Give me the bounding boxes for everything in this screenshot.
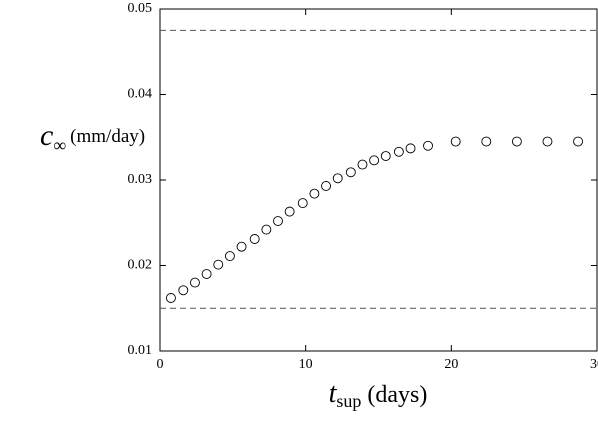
y-subscript: ∞ bbox=[53, 135, 66, 155]
data-point bbox=[573, 136, 584, 147]
data-point bbox=[357, 159, 368, 170]
x-symbol: t bbox=[329, 378, 338, 409]
data-point bbox=[190, 277, 200, 288]
y-axis-label: c∞ (mm/day) bbox=[40, 119, 145, 155]
y-tick-label: 0.04 bbox=[128, 87, 153, 102]
data-point bbox=[236, 241, 247, 252]
data-point bbox=[201, 269, 212, 279]
data-point bbox=[542, 136, 553, 147]
data-point bbox=[423, 140, 433, 151]
x-unit: (days) bbox=[367, 382, 427, 408]
data-point bbox=[165, 293, 176, 303]
y-tick-label: 0.02 bbox=[128, 258, 153, 273]
data-point bbox=[481, 136, 492, 147]
x-subscript: sup bbox=[336, 391, 361, 411]
data-point bbox=[393, 146, 404, 157]
data-point bbox=[405, 143, 416, 154]
data-point bbox=[249, 234, 260, 244]
y-tick-label: 0.05 bbox=[128, 1, 153, 16]
y-tick-label: 0.01 bbox=[128, 343, 153, 358]
y-tick-label: 0.03 bbox=[128, 172, 153, 187]
data-point bbox=[224, 251, 235, 262]
y-symbol: c bbox=[40, 119, 53, 152]
x-tick-label: 20 bbox=[444, 357, 458, 372]
data-point bbox=[369, 155, 380, 166]
data-point bbox=[178, 285, 189, 296]
plot-frame bbox=[159, 8, 598, 352]
data-point bbox=[321, 181, 332, 191]
data-point bbox=[345, 167, 356, 178]
data-point bbox=[297, 198, 308, 209]
data-point bbox=[309, 188, 320, 199]
x-axis-label: tsup (days) bbox=[329, 378, 428, 411]
x-tick-label: 0 bbox=[157, 357, 164, 372]
data-point bbox=[213, 259, 224, 270]
data-point bbox=[284, 206, 295, 217]
data-point bbox=[450, 136, 461, 147]
x-tick-label: 30 bbox=[590, 357, 598, 372]
data-point bbox=[273, 216, 283, 226]
data-point bbox=[511, 136, 522, 147]
data-point bbox=[261, 224, 272, 235]
data-point bbox=[380, 151, 391, 162]
y-unit: (mm/day) bbox=[70, 126, 145, 147]
x-tick-label: 10 bbox=[299, 357, 313, 372]
data-point bbox=[332, 173, 343, 184]
